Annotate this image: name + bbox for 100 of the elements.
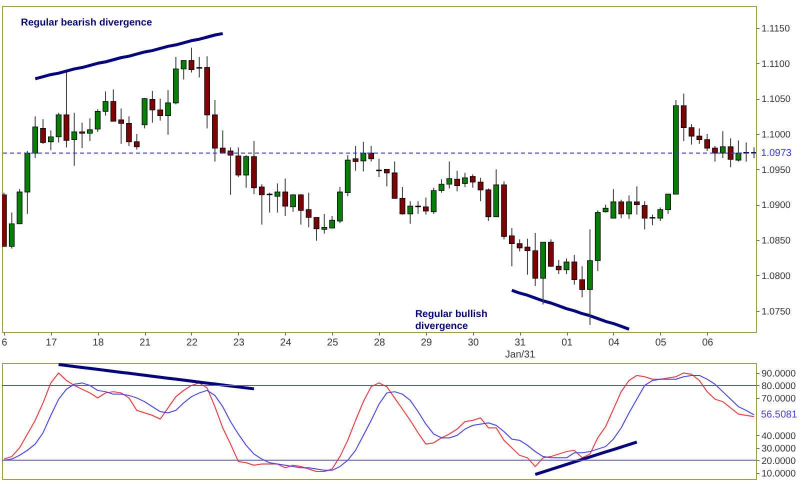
x-tick-label: 05: [655, 338, 667, 348]
candlestick: [314, 216, 320, 242]
candlestick: [321, 213, 328, 234]
ref-line-label: 1.0973: [761, 148, 792, 160]
y-tick-label: 1.0750: [762, 306, 791, 318]
candlestick: [126, 116, 132, 147]
candlestick: [462, 172, 468, 188]
candlestick: [712, 146, 718, 162]
x-tick-label: 30: [468, 338, 480, 348]
candlestick: [180, 60, 187, 80]
text: 56.5081: [761, 410, 798, 421]
y-tick-label: 1.1150: [762, 23, 790, 34]
candlestick: [298, 194, 304, 226]
line-series: [534, 440, 638, 476]
candlestick: [274, 182, 280, 213]
x-tick-label: 06: [702, 338, 714, 348]
y-tick-label: 1.0900: [762, 200, 791, 212]
candlestick: [329, 216, 335, 229]
y-tick-label: 1.0800: [762, 270, 791, 282]
candlestick: [524, 238, 530, 276]
x-tick-label: 18: [92, 338, 104, 348]
candlestick: [150, 90, 156, 124]
x-tick-label: 6: [2, 338, 8, 348]
candlestick: [228, 146, 234, 196]
candlestick: [48, 130, 54, 151]
candlestick: [196, 56, 202, 78]
y-tick-label: 1.1000: [762, 129, 791, 140]
y-tick-label: 1.0950: [762, 164, 791, 176]
candlestick: [430, 187, 437, 214]
candlestick: [290, 194, 296, 212]
candlestick: [282, 178, 288, 217]
candlestick: [118, 108, 124, 144]
y-tick-label: 80.0000: [762, 380, 796, 392]
y-tick-label: 1.1050: [762, 94, 791, 106]
y-tick-label: 10.0000: [762, 468, 796, 480]
candlestick: [258, 184, 265, 226]
y-tick-label: 20.0000: [762, 456, 796, 467]
candlestick: [634, 186, 640, 216]
x-tick-label: 28: [374, 338, 386, 348]
candlestick: [571, 254, 578, 286]
candlestick: [626, 195, 632, 220]
candlestick: [94, 108, 101, 132]
candlestick: [657, 207, 664, 222]
x-tick-label: 21: [140, 338, 152, 348]
candlestick: [360, 141, 366, 172]
candlestick: [243, 154, 250, 188]
candlestick: [40, 118, 46, 144]
candlestick: [720, 130, 726, 159]
candlestick: [736, 140, 742, 162]
candlestick: [696, 128, 702, 144]
candlestick: [102, 91, 108, 116]
candlestick: [579, 266, 585, 298]
candlestick: [110, 88, 116, 122]
candlestick: [650, 214, 656, 226]
candlestick: [236, 146, 242, 178]
candlestick: [384, 168, 390, 187]
y-tick-label: 70.0000: [762, 393, 796, 404]
candlestick: [407, 200, 414, 224]
candlestick: [728, 138, 734, 168]
candlestick: [618, 199, 624, 219]
candlestick: [352, 146, 358, 172]
y-tick-label: 40.0000: [762, 430, 796, 442]
candlestick: [376, 158, 382, 178]
x-tick-label: 22: [186, 338, 198, 348]
candlestick: [564, 258, 570, 275]
candlestick: [87, 118, 93, 142]
line-series: [510, 288, 631, 331]
y-tick-label: 1.1100: [762, 58, 790, 70]
x-tick-label: 01: [561, 338, 574, 348]
x-tick-label: 29: [420, 338, 432, 348]
annotation: Regular bearish divergence: [20, 17, 152, 28]
candlestick: [556, 259, 562, 275]
candlestick: [165, 90, 171, 136]
annotation: Regular bullish divergence: [415, 309, 488, 332]
candlestick: [704, 133, 710, 152]
candlestick: [610, 188, 616, 219]
candlestick: [446, 161, 452, 189]
line-series: [34, 32, 224, 80]
candlestick: [368, 146, 374, 162]
candlestick: [423, 197, 429, 216]
candlestick: [134, 133, 140, 150]
candlestick: [188, 47, 194, 73]
candlestick: [157, 98, 164, 122]
candlestick: [400, 186, 406, 216]
candlestick: [680, 93, 687, 142]
x-tick-label: 04: [608, 338, 620, 348]
candlestick: [71, 112, 78, 166]
y-tick-label: 90.0000: [762, 368, 796, 380]
line-series: [57, 363, 256, 390]
candlestick: [79, 122, 85, 149]
candlestick: [8, 212, 15, 250]
candlestick: [306, 192, 312, 228]
candlestick: [478, 177, 484, 202]
candlestick: [508, 228, 515, 267]
x-tick-label: 24: [280, 338, 292, 348]
candlestick: [665, 194, 671, 214]
candlestick: [688, 124, 694, 146]
candlestick: [642, 200, 648, 230]
candlestick: [470, 174, 476, 188]
x-tick-label: 23: [233, 338, 245, 348]
